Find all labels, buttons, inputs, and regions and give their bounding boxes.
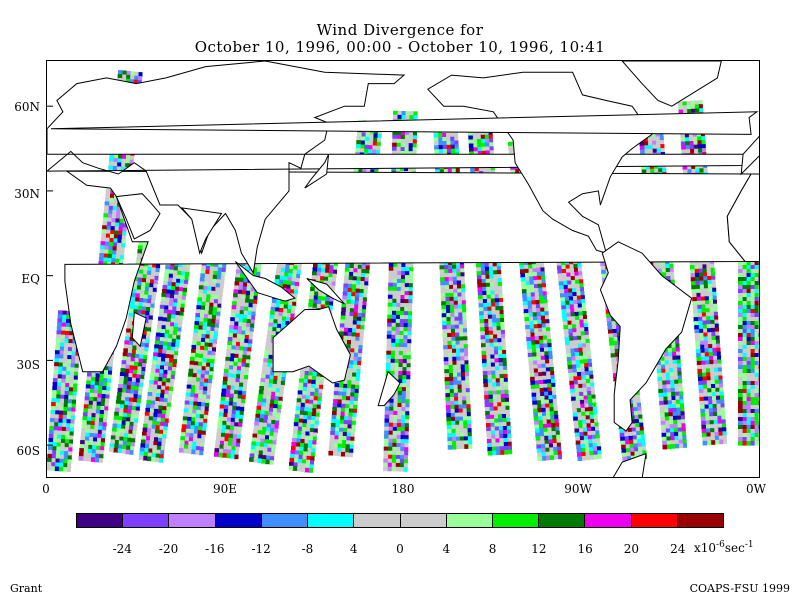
colorbar-swatch (77, 514, 124, 527)
colorbar-tick-label: -8 (301, 542, 314, 556)
landmass-europe-asia (47, 61, 744, 275)
lon-label-180: 180 (391, 482, 415, 496)
colorbar-swatch (215, 514, 262, 527)
colorbar-tick-label: 24 (670, 542, 686, 556)
lon-label-0w: 0W (746, 482, 766, 496)
colorbar-swatch (400, 514, 447, 527)
lon-label-90w: 90W (564, 482, 592, 496)
credit-organization: COAPS-FSU 1999 (689, 582, 790, 595)
landmass-india (180, 207, 223, 255)
colorbar-swatch (631, 514, 678, 527)
colorbar-swatch (492, 514, 540, 527)
colorbar-tick-label: 4 (349, 542, 358, 556)
colorbar-swatch (261, 514, 309, 527)
satellite-swath (678, 100, 728, 446)
landmass-iberia (740, 135, 759, 176)
map-panel (46, 60, 760, 478)
lon-label-0: 0 (42, 482, 50, 496)
colorbar-tick-label: 4 (442, 542, 451, 556)
colorbar (76, 513, 724, 528)
satellite-swath (738, 261, 759, 446)
colorbar-units: x10-6sec-1 (694, 540, 754, 555)
colorbar-tick-label: 20 (623, 542, 640, 556)
lat-label-60n: 60N (14, 100, 40, 114)
landmass-madagascar (131, 311, 147, 348)
colorbar-swatch (585, 514, 632, 527)
landmass-australia (272, 306, 351, 384)
landmass-japan (304, 153, 330, 189)
credit-author: Grant (10, 582, 43, 595)
colorbar-swatch (308, 514, 355, 527)
colorbar-tick-label: -16 (205, 542, 225, 556)
lat-label-30s: 30S (16, 358, 41, 372)
coastlines (47, 61, 759, 477)
lat-label-60s: 60S (16, 444, 41, 458)
colorbar-tick-label: -12 (251, 542, 271, 556)
map-subtitle-date-range: October 10, 1996, 00:00 - October 10, 19… (194, 38, 606, 56)
landmass-greenland (621, 61, 722, 107)
landmass-antarctic-tip (612, 452, 647, 477)
colorbar-tick-label: 0 (396, 542, 404, 556)
landmass-arabia (115, 193, 161, 240)
satellite-swath (548, 179, 602, 461)
colorbar-swatch (354, 514, 401, 527)
lon-label-90e: 90E (212, 482, 238, 496)
world-map (47, 61, 759, 477)
lat-label-30n: 30N (14, 187, 40, 201)
colorbar-tick-label: 16 (577, 542, 593, 556)
landmass-uk (50, 111, 759, 135)
colorbar-swatch (123, 514, 170, 527)
satellite-swath (328, 120, 383, 458)
colorbar-swatch (169, 514, 216, 527)
colorbar-tick-label: -24 (112, 542, 132, 556)
colorbar-tick-label: -20 (158, 542, 179, 556)
landmass-new-guinea (306, 278, 345, 305)
landmass-indonesia (234, 261, 296, 302)
colorbar-swatch (677, 514, 724, 527)
lat-label-eq: EQ (21, 272, 40, 286)
satellite-swath (433, 120, 473, 450)
colorbar-swatch (446, 514, 493, 527)
landmass-west-africa (726, 173, 759, 262)
landmass-south-america (599, 241, 693, 432)
colorbar-swatch (539, 514, 586, 527)
colorbar-tick-label: 8 (488, 542, 497, 556)
landmass-new-zealand (377, 370, 401, 407)
colorbar-tick-label: 12 (531, 542, 547, 556)
lat-ticks (47, 105, 53, 446)
map-title: Wind Divergence for (316, 21, 484, 39)
